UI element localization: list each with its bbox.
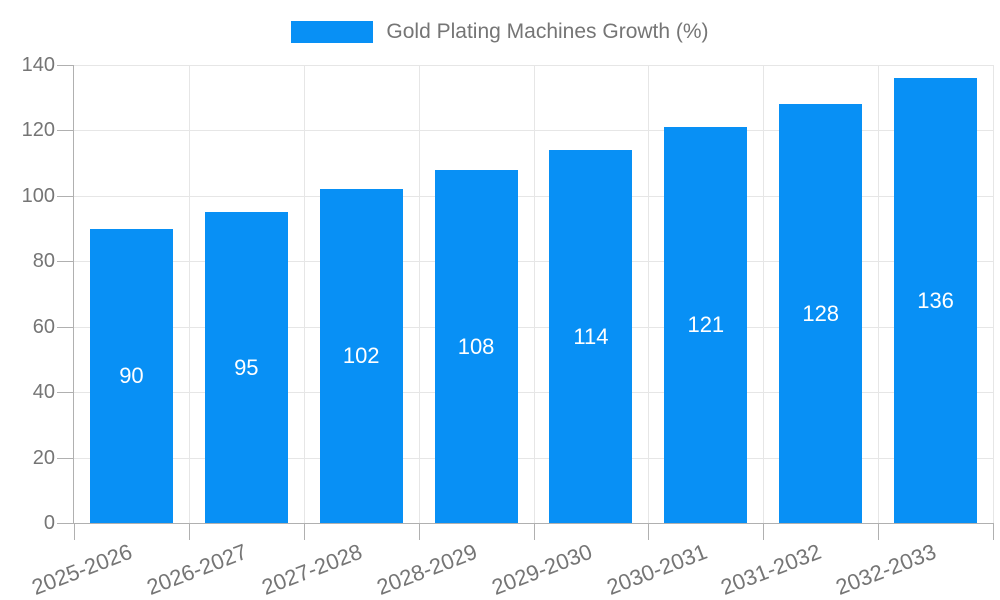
bar-value-label: 128 xyxy=(802,300,840,326)
x-gridline xyxy=(878,65,880,523)
x-tick-label: 2028-2029 xyxy=(373,538,481,600)
bar-value-label: 114 xyxy=(573,323,609,349)
bar-value-label: 90 xyxy=(119,363,144,388)
x-axis-tick xyxy=(993,523,994,540)
x-axis-tick xyxy=(878,523,880,540)
y-axis-tick xyxy=(57,195,74,197)
bar-value-label: 95 xyxy=(234,354,259,380)
bar-value-label: 121 xyxy=(687,312,725,337)
x-tick-label: 2032-2033 xyxy=(832,538,940,600)
bar[interactable] xyxy=(779,104,863,523)
legend[interactable]: Gold Plating Machines Growth (%) xyxy=(0,21,1000,43)
x-axis-tick xyxy=(763,523,765,540)
x-tick-label: 2030-2031 xyxy=(602,538,711,600)
y-tick-label: 0 xyxy=(43,512,55,534)
x-axis-tick xyxy=(188,523,190,540)
y-axis-tick xyxy=(57,130,74,132)
bar[interactable] xyxy=(89,229,173,523)
y-tick-label: 80 xyxy=(32,250,55,273)
y-axis-tick xyxy=(57,457,74,459)
x-gridline xyxy=(188,65,190,523)
x-tick-label: 2027-2028 xyxy=(258,538,366,600)
y-tick-label: 140 xyxy=(21,54,55,76)
y-axis-tick xyxy=(57,392,74,394)
y-axis-line xyxy=(73,65,74,523)
y-axis-tick xyxy=(57,523,74,524)
x-gridline xyxy=(763,65,765,523)
bar[interactable] xyxy=(664,127,748,523)
x-gridline xyxy=(993,65,994,523)
y-axis-tick xyxy=(57,261,74,263)
y-axis-tick xyxy=(57,65,74,66)
bar-value-label: 102 xyxy=(342,343,380,368)
x-axis-tick xyxy=(74,523,75,540)
x-tick-label: 2029-2030 xyxy=(488,538,596,600)
y-tick-label: 40 xyxy=(32,381,55,404)
x-tick-label: 2025-2026 xyxy=(28,538,136,600)
x-tick-label: 2026-2027 xyxy=(143,538,251,600)
x-gridline xyxy=(303,65,305,523)
y-tick-label: 60 xyxy=(32,315,55,338)
x-gridline xyxy=(648,65,650,523)
x-axis-tick xyxy=(648,523,650,540)
y-tick-label: 20 xyxy=(32,446,55,469)
bar[interactable] xyxy=(319,189,403,523)
bar-value-label: 108 xyxy=(457,333,495,359)
bar[interactable] xyxy=(894,78,978,523)
y-tick-label: 120 xyxy=(21,119,55,142)
legend-label: Gold Plating Machines Growth (%) xyxy=(386,20,709,43)
bar-value-label: 136 xyxy=(917,287,954,313)
y-axis-tick xyxy=(57,326,74,328)
x-axis-tick xyxy=(303,523,305,540)
x-axis-tick xyxy=(533,523,535,540)
x-axis-tick xyxy=(418,523,420,540)
bar[interactable] xyxy=(549,150,633,523)
bar[interactable] xyxy=(434,170,518,523)
x-gridline xyxy=(533,65,535,523)
legend-swatch-icon xyxy=(291,21,374,43)
bar[interactable] xyxy=(204,212,288,523)
x-tick-label: 2031-2032 xyxy=(717,538,825,600)
x-gridline xyxy=(418,65,420,523)
x-axis-line xyxy=(73,523,993,524)
y-tick-label: 100 xyxy=(21,184,55,207)
